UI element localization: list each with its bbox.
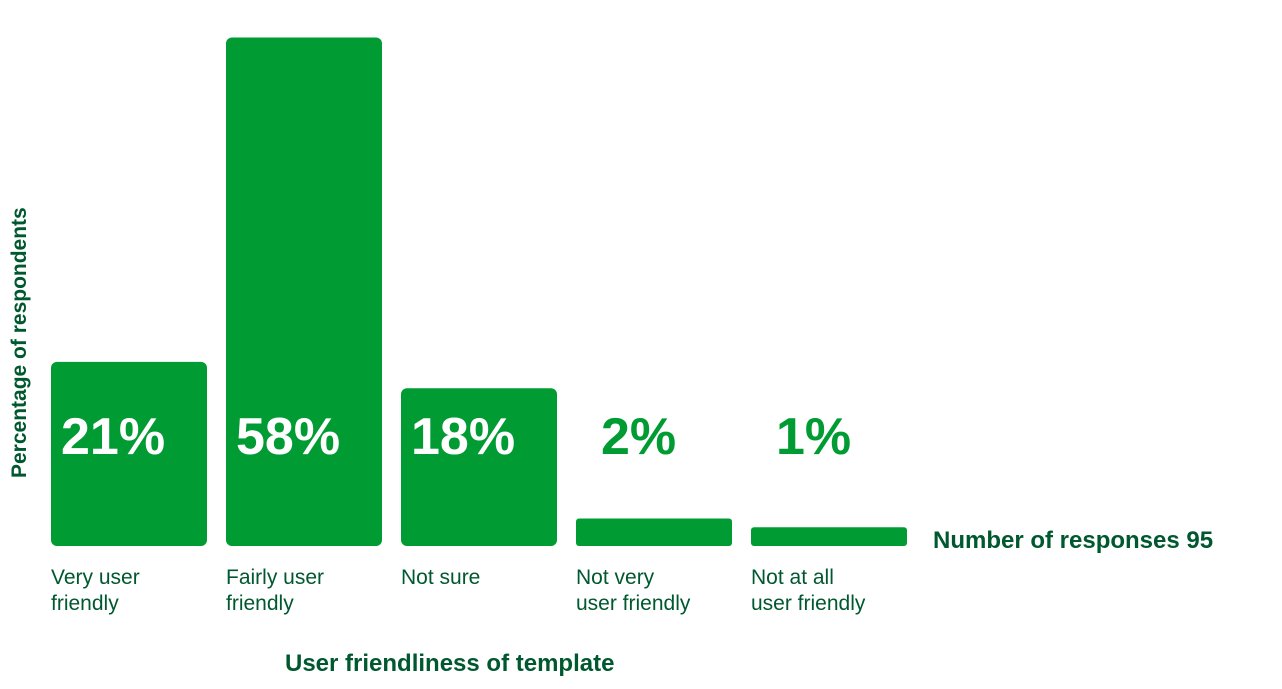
x-axis-label: User friendliness of template — [285, 650, 615, 677]
bar-4 — [751, 527, 907, 546]
value-label-3: 2% — [601, 408, 676, 466]
bar-0 — [51, 361, 207, 546]
responses-count-label: Number of responses 95 — [933, 527, 1214, 554]
value-label-1: 58% — [236, 408, 340, 466]
y-axis-label: Percentage of respondents — [8, 207, 31, 478]
value-label-2: 18% — [411, 408, 515, 466]
value-label-4: 1% — [776, 408, 851, 466]
bar-3 — [576, 518, 732, 546]
bar-2 — [401, 388, 557, 546]
category-label-1: Fairly user friendly — [226, 566, 325, 615]
category-label-0: Very user friendly — [51, 566, 140, 615]
value-label-0: 21% — [61, 408, 165, 466]
category-label-4: Not at all user friendly — [751, 566, 866, 615]
category-label-3: Not very user friendly — [576, 566, 691, 615]
category-label-2: Not sure — [401, 566, 481, 589]
bar-1 — [226, 37, 382, 547]
